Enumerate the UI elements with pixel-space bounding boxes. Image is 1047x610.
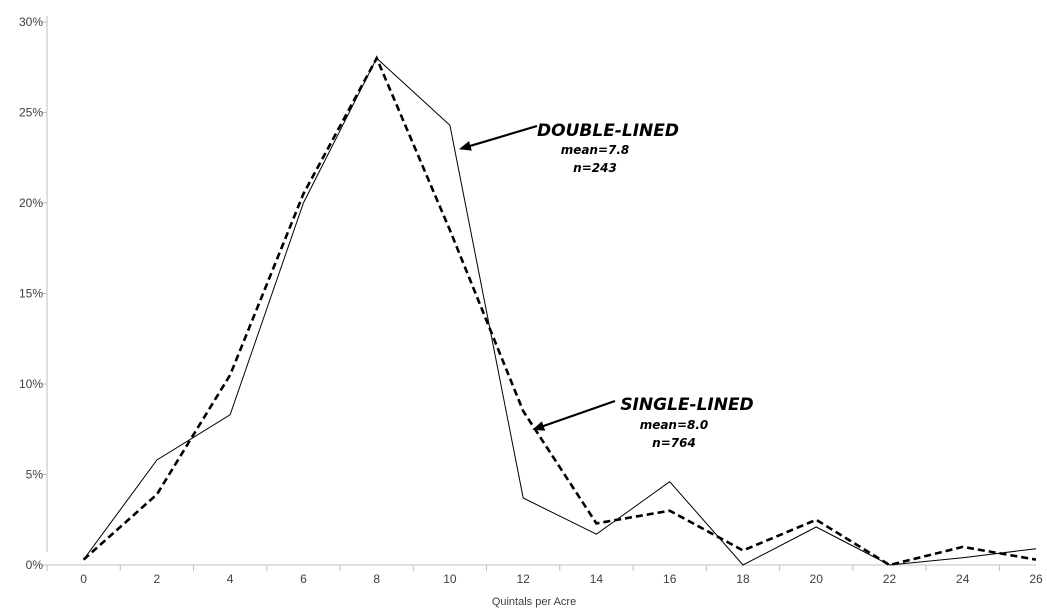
annotation-n-single-lined: n=764: [652, 436, 696, 450]
x-tick-label: 10: [443, 572, 457, 586]
y-tick-label: 20%: [19, 196, 43, 210]
series-line-single-lined: [82, 55, 1037, 567]
annotation-title-single-lined: SINGLE-LINED: [620, 395, 753, 415]
annotation-mean-single-lined: mean=8.0: [640, 418, 709, 432]
x-tick-label: 4: [227, 572, 234, 586]
y-tick-label: 15%: [19, 287, 43, 301]
annotation-arrow-double-lined: [458, 124, 538, 151]
y-tick-label: 5%: [26, 468, 44, 482]
x-axis-title: Quintals per Acre: [492, 596, 576, 608]
x-tick-label: 18: [736, 572, 750, 586]
x-tick-label: 6: [300, 572, 307, 586]
x-tick-label: 16: [663, 572, 677, 586]
x-tick-label: 12: [517, 572, 531, 586]
annotation-mean-double-lined: mean=7.8: [561, 143, 630, 157]
x-tick-label: 0: [80, 572, 87, 586]
annotation-arrow-single-lined: [532, 399, 616, 431]
annotation-n-double-lined: n=243: [573, 161, 617, 175]
annotation-title-double-lined: DOUBLE-LINED: [537, 121, 679, 141]
x-tick-label: 8: [373, 572, 380, 586]
y-tick-label: 0%: [26, 558, 44, 572]
x-tick-label: 26: [1029, 572, 1043, 586]
x-tick-label: 20: [810, 572, 824, 586]
y-tick-label: 25%: [19, 106, 43, 120]
x-tick-label: 24: [956, 572, 970, 586]
x-tick-label: 22: [883, 572, 897, 586]
y-tick-label: 30%: [19, 15, 43, 29]
y-tick-label: 10%: [19, 377, 43, 391]
x-tick-label: 14: [590, 572, 604, 586]
x-tick-label: 2: [154, 572, 161, 586]
